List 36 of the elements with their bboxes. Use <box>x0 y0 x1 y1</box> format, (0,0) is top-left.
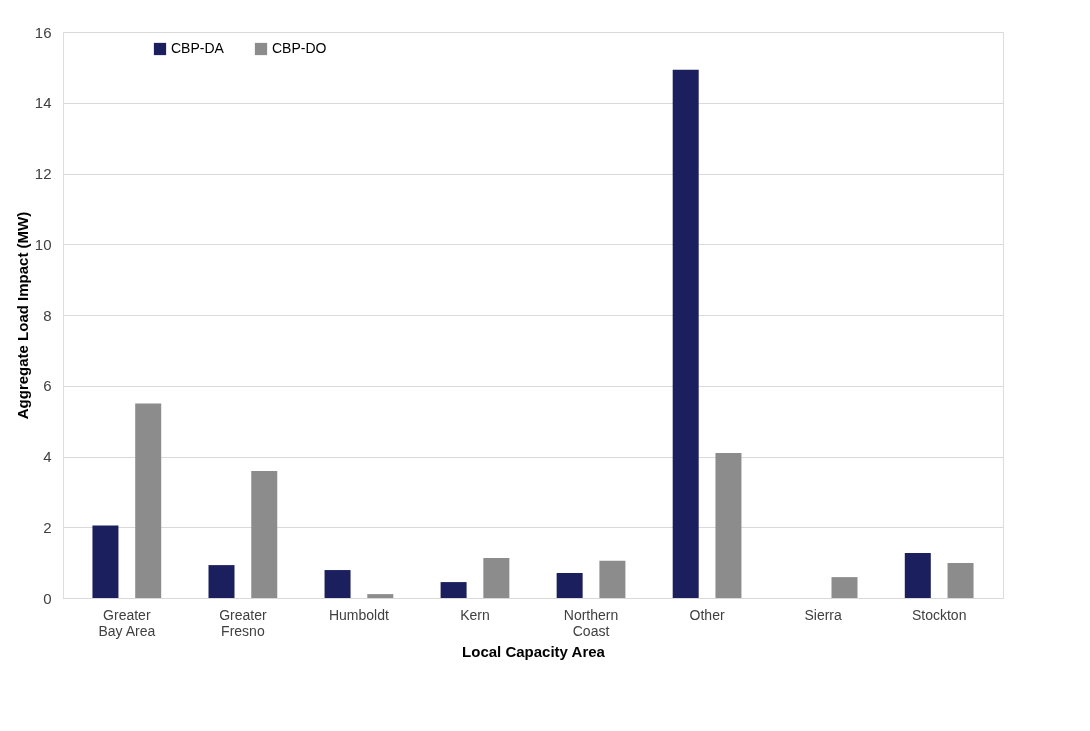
x-tick-label: Northern Coast <box>563 606 619 639</box>
x-tick-label: Greater Bay Area <box>98 606 156 639</box>
bar <box>947 562 974 598</box>
bar <box>715 452 742 598</box>
bar <box>324 570 351 598</box>
x-tick-label: Other <box>689 606 725 623</box>
bar <box>367 594 394 598</box>
y-tick-label: 14 <box>34 94 52 112</box>
y-tick-label: 8 <box>43 306 52 324</box>
y-tick-label: 6 <box>43 377 52 395</box>
y-tick-label: 0 <box>43 589 52 607</box>
x-tick-label: Stockton <box>911 606 967 623</box>
bar <box>251 471 278 598</box>
y-axis-title: Aggregate Load Impact (MW) <box>13 211 31 420</box>
y-tick-label: 4 <box>43 448 52 465</box>
bar <box>483 558 510 598</box>
bar <box>135 403 162 598</box>
x-tick-label: Greater Fresno <box>219 606 267 639</box>
y-tick-label: 12 <box>34 165 52 182</box>
bar <box>904 553 931 598</box>
bar <box>440 582 467 598</box>
legend-label: CBP-DA <box>171 40 225 56</box>
bar <box>208 565 235 598</box>
x-tick-label: Sierra <box>804 606 842 623</box>
bar <box>599 560 626 598</box>
bar <box>672 69 699 598</box>
x-tick-label: Kern <box>460 606 490 623</box>
y-tick-label: 2 <box>43 518 52 536</box>
x-axis-title: Local Capacity Area <box>462 642 606 660</box>
y-tick-label: 16 <box>34 23 52 41</box>
bar <box>92 525 119 598</box>
y-tick-label: 10 <box>34 235 52 253</box>
legend-label: CBP-DO <box>272 40 327 56</box>
bar <box>831 577 858 598</box>
bar <box>556 572 583 598</box>
x-tick-label: Humboldt <box>328 606 389 623</box>
